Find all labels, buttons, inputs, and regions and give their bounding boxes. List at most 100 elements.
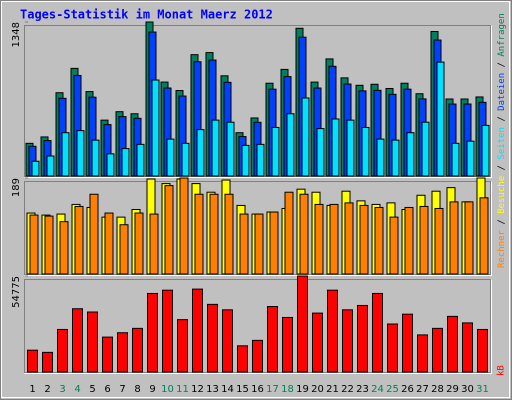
bar [316, 128, 325, 177]
legend-separator: / [497, 160, 507, 176]
chart-title: Tages-Statistik im Monat Maerz 2012 [20, 8, 273, 22]
legend-entry: Besuche [497, 176, 507, 214]
x-tick-label: 12 [191, 384, 204, 395]
bar [147, 292, 158, 373]
bar [164, 185, 174, 275]
bar [267, 306, 278, 373]
bar [327, 289, 338, 373]
bar [44, 215, 54, 275]
bar [136, 143, 145, 177]
y-tick-label: 1348 [11, 22, 22, 47]
bar [374, 206, 384, 275]
bar [432, 327, 443, 373]
bar [254, 213, 264, 275]
bar [194, 193, 204, 275]
bar [271, 126, 280, 177]
legend-entry: Dateien [497, 73, 507, 111]
legend-separator: / [497, 111, 507, 127]
bar [314, 203, 324, 275]
legend-separator: / [497, 214, 507, 230]
bar [89, 193, 99, 275]
bar [166, 138, 175, 177]
bar [391, 139, 400, 177]
bar [449, 201, 459, 275]
legend: Rechner / Besuche / Seiten / Dateien / A… [497, 13, 507, 268]
bar [192, 288, 203, 373]
x-tick-label: 15 [236, 384, 249, 395]
bar [226, 121, 235, 177]
bar [104, 212, 114, 275]
bar [134, 212, 144, 275]
bar [342, 309, 353, 373]
bar [117, 332, 128, 373]
y-tick-label: 189 [11, 178, 22, 197]
bar [256, 143, 265, 177]
bar [177, 319, 188, 373]
x-tick-label: 13 [206, 384, 219, 395]
bar [361, 126, 370, 177]
x-tick-label: 28 [431, 384, 444, 395]
x-tick-label: 9 [149, 384, 155, 395]
x-tick-label: 3 [59, 384, 65, 395]
bar [481, 124, 490, 177]
bar [237, 345, 248, 373]
x-tick-label: 30 [461, 384, 474, 395]
x-tick-label: 5 [89, 384, 95, 395]
bar [479, 197, 489, 275]
bar [224, 193, 234, 275]
bar [402, 313, 413, 373]
bar [31, 160, 40, 177]
legend-entry: Rechner [497, 229, 507, 268]
bar [477, 328, 488, 373]
bar [74, 205, 84, 275]
x-tick-label: 24 [371, 384, 384, 395]
bar [389, 216, 399, 275]
bar [406, 132, 415, 177]
x-tick-label: 6 [104, 384, 110, 395]
legend-entry: kB [497, 365, 507, 376]
x-tick-label: 25 [386, 384, 399, 395]
bar [376, 138, 385, 177]
bar [239, 213, 249, 275]
bar [119, 224, 129, 275]
x-tick-label: 31 [476, 384, 489, 395]
bar [222, 309, 233, 373]
bar [312, 312, 323, 373]
panel-edge [24, 181, 492, 276]
bar [329, 203, 339, 275]
bar [59, 221, 69, 275]
bar [27, 349, 38, 373]
bar [421, 121, 430, 177]
bar [91, 139, 100, 177]
x-tick-label: 16 [251, 384, 264, 395]
bar [466, 140, 475, 177]
bar [284, 191, 294, 275]
bar [462, 322, 473, 373]
bar [61, 132, 70, 177]
bar [102, 336, 113, 373]
x-tick-label: 14 [221, 384, 234, 395]
x-tick-label: 2 [44, 384, 50, 395]
bar [344, 202, 354, 275]
bar [87, 311, 98, 373]
x-tick-label: 7 [119, 384, 125, 395]
bar [447, 315, 458, 373]
legend-entry: Anfragen [497, 13, 507, 56]
x-tick-label: 21 [326, 384, 339, 395]
x-tick-label: 27 [416, 384, 429, 395]
bar [72, 308, 83, 373]
bar [57, 328, 68, 373]
bar [451, 142, 460, 177]
x-tick-label: 26 [401, 384, 414, 395]
bar [357, 304, 368, 373]
x-tick-label: 1 [29, 384, 35, 395]
bar [434, 207, 444, 275]
bar [241, 144, 250, 177]
bar [42, 351, 53, 373]
x-tick-label: 20 [311, 384, 324, 395]
bar [372, 292, 383, 373]
x-tick-label: 8 [134, 384, 140, 395]
x-tick-label: 17 [266, 384, 279, 395]
bar [29, 214, 39, 275]
